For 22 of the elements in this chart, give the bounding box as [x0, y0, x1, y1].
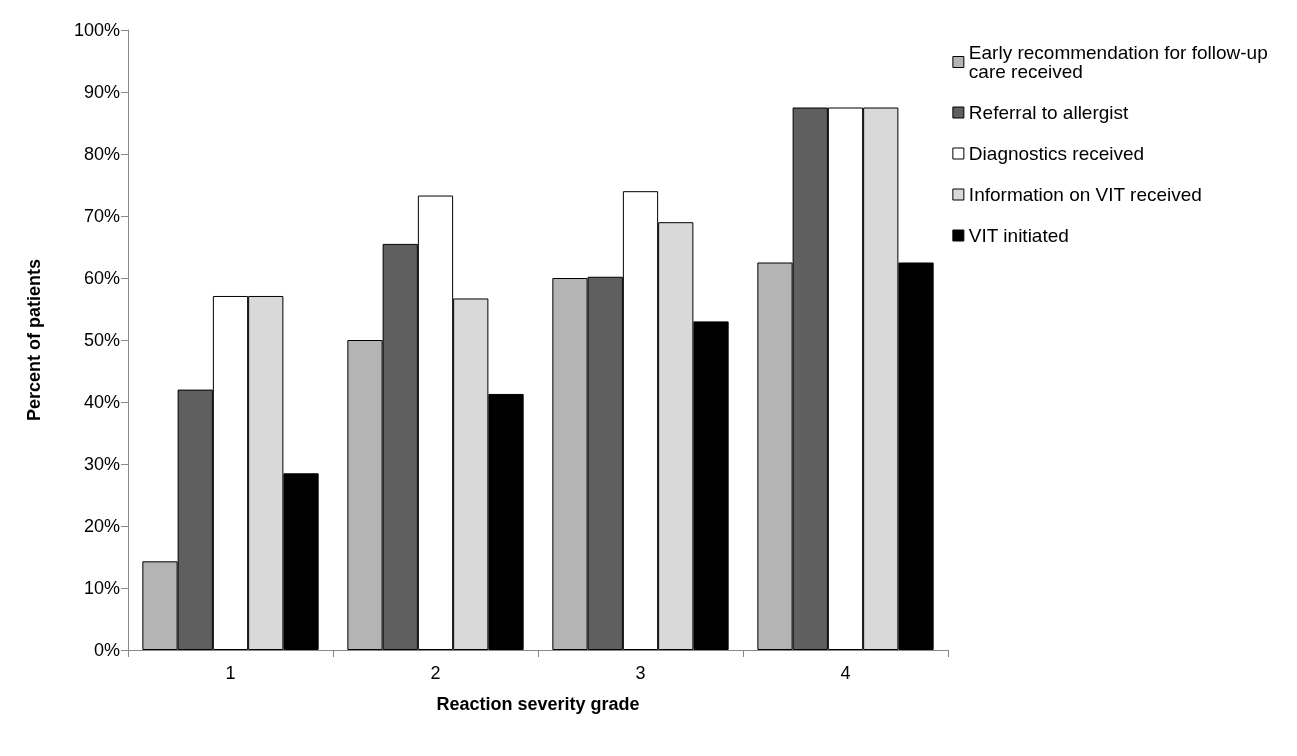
- y-tick-label: 70%: [83, 206, 120, 226]
- x-tick-label: 4: [840, 663, 851, 683]
- legend-label: Diagnostics received: [968, 143, 1145, 164]
- x-tick-label: 1: [225, 663, 236, 683]
- y-tick-label: 20%: [83, 516, 120, 536]
- y-tick-label: 100%: [73, 20, 120, 40]
- legend-label: Information on VIT received: [968, 184, 1202, 205]
- y-axis-title: Percent of patients: [24, 258, 44, 422]
- y-tick-label: 90%: [83, 82, 120, 102]
- y-tick-label: 0%: [93, 640, 120, 660]
- y-tick-label: 60%: [83, 268, 120, 288]
- y-tick-label: 40%: [83, 392, 120, 412]
- y-tick-label: 10%: [83, 578, 120, 598]
- y-tick-label: 80%: [83, 144, 120, 164]
- legend-label: Early recommendation for follow-up care received: [968, 42, 1274, 82]
- legend-label: VIT initiated: [968, 225, 1069, 246]
- y-tick-label: 50%: [83, 330, 120, 350]
- x-tick-label: 3: [635, 663, 646, 683]
- legend-label: Referral to allergist: [968, 102, 1130, 123]
- x-tick-label: 2: [430, 663, 441, 683]
- x-axis-title: Reaction severity grade: [436, 694, 640, 714]
- y-tick-label: 30%: [83, 454, 120, 474]
